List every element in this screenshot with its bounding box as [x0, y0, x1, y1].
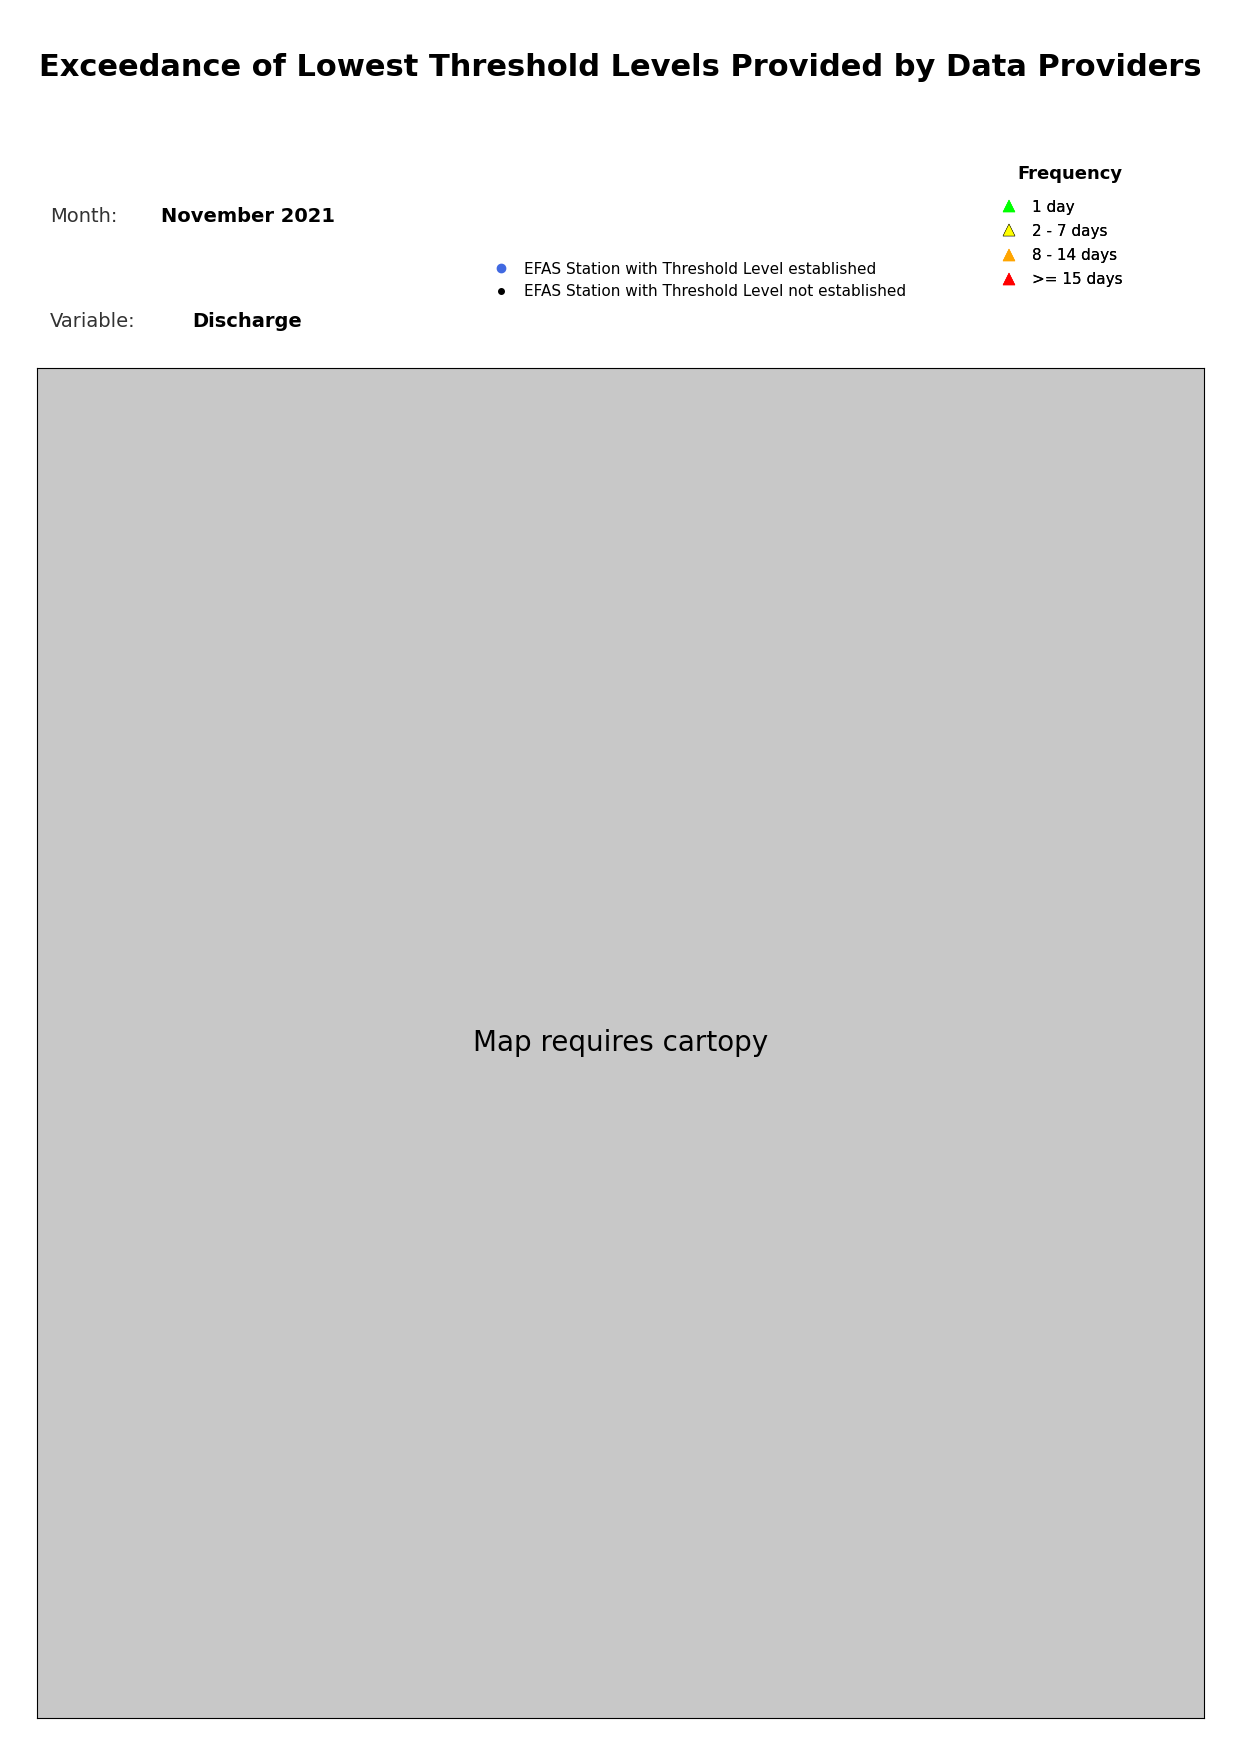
Text: Variable:: Variable:	[50, 312, 135, 331]
Legend: 1 day, 2 - 7 days, 8 - 14 days, >= 15 days: 1 day, 2 - 7 days, 8 - 14 days, >= 15 da…	[988, 193, 1129, 293]
Text: Exceedance of Lowest Threshold Levels Provided by Data Providers: Exceedance of Lowest Threshold Levels Pr…	[40, 53, 1201, 82]
Text: Map requires cartopy: Map requires cartopy	[473, 1029, 768, 1057]
Text: Discharge: Discharge	[192, 312, 302, 331]
Text: November 2021: November 2021	[161, 207, 335, 226]
Text: Frequency: Frequency	[1018, 165, 1123, 182]
Text: Month:: Month:	[50, 207, 117, 226]
